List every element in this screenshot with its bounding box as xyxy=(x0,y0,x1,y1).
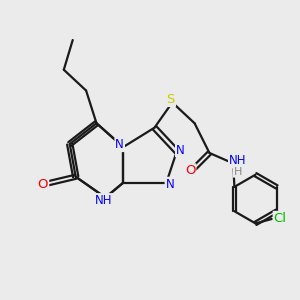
Text: O: O xyxy=(38,178,48,191)
Text: H: H xyxy=(233,167,242,177)
Text: NH: NH xyxy=(229,154,246,167)
Text: S: S xyxy=(167,93,175,106)
Text: N: N xyxy=(166,178,174,191)
Text: Cl: Cl xyxy=(274,212,287,225)
Text: NH: NH xyxy=(95,194,113,207)
Text: N: N xyxy=(115,138,124,151)
Text: O: O xyxy=(185,164,195,177)
Text: N: N xyxy=(176,143,185,157)
